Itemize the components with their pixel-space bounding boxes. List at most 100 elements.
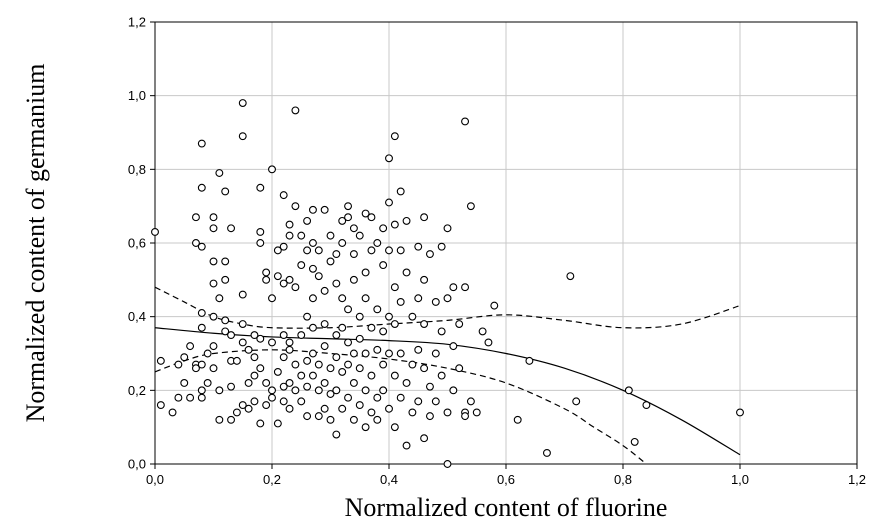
x-tick-label: 0,0	[146, 472, 164, 487]
data-point	[367, 323, 376, 332]
data-point	[355, 334, 364, 343]
data-point	[361, 386, 370, 395]
data-point	[256, 419, 265, 428]
data-point	[244, 345, 253, 354]
data-point	[525, 356, 534, 365]
data-point	[361, 423, 370, 432]
data-point	[303, 412, 312, 421]
tick-marks	[150, 21, 858, 469]
data-point	[197, 309, 206, 317]
data-point	[238, 401, 247, 410]
data-point	[180, 353, 189, 362]
data-point	[426, 412, 434, 421]
data-point	[402, 216, 411, 225]
data-point	[262, 275, 271, 284]
data-point	[320, 205, 329, 214]
x-tick-labels: 0,0 0,2 0,4 0,6 0,8 1,0 1,2	[146, 472, 866, 487]
data-point	[420, 320, 429, 328]
data-point	[379, 327, 388, 336]
data-point	[542, 449, 551, 457]
data-point	[513, 415, 522, 424]
data-point	[349, 224, 358, 233]
data-point	[431, 397, 440, 406]
data-point	[385, 312, 393, 321]
data-point	[326, 364, 335, 373]
y-tick-label: 1,2	[128, 15, 146, 30]
data-point	[420, 434, 429, 443]
data-point	[303, 216, 312, 225]
data-point	[174, 393, 183, 402]
data-point	[314, 412, 323, 421]
data-point	[437, 327, 446, 336]
data-point	[431, 349, 440, 358]
data-point	[291, 386, 300, 395]
data-point	[355, 312, 364, 321]
data-point	[221, 257, 230, 266]
data-point	[256, 239, 265, 247]
data-point	[186, 393, 195, 402]
data-point	[291, 360, 300, 369]
data-point	[466, 202, 475, 211]
data-point	[420, 275, 429, 284]
data-point	[420, 213, 429, 222]
data-point	[396, 187, 405, 196]
data-point	[197, 139, 206, 148]
y-tick-label: 0,6	[128, 236, 146, 251]
y-tick-label: 0,2	[128, 383, 146, 398]
data-point	[344, 393, 352, 402]
data-point	[285, 338, 294, 347]
data-point	[355, 364, 364, 373]
data-point	[168, 408, 177, 417]
data-point	[303, 382, 312, 391]
data-point	[227, 331, 236, 340]
data-point	[344, 202, 352, 211]
data-point	[338, 294, 347, 303]
regression-line	[154, 327, 741, 456]
data-point	[396, 349, 405, 358]
data-point	[309, 371, 317, 380]
data-point	[156, 401, 165, 410]
data-point	[332, 279, 341, 288]
data-point	[262, 379, 271, 387]
data-point	[472, 408, 481, 417]
data-point	[320, 320, 329, 328]
data-point	[215, 294, 224, 303]
data-point	[250, 353, 259, 362]
data-point	[367, 408, 376, 417]
data-point	[303, 246, 312, 255]
data-point	[373, 239, 382, 247]
data-point	[385, 349, 393, 358]
data-point	[414, 242, 423, 251]
data-point	[379, 224, 388, 233]
data-point	[349, 275, 358, 284]
data-point	[232, 408, 241, 417]
data-point	[490, 301, 499, 310]
data-point	[192, 239, 200, 247]
data-point	[174, 360, 183, 369]
data-point	[273, 419, 282, 428]
data-point	[192, 364, 200, 373]
data-point	[390, 132, 399, 141]
data-points	[151, 99, 744, 468]
data-point	[338, 367, 347, 376]
data-point	[238, 338, 247, 347]
data-point	[244, 379, 253, 387]
data-point	[414, 294, 423, 303]
data-point	[291, 106, 300, 115]
data-point	[197, 323, 206, 332]
y-axis-title: Normalized content of germanium	[21, 64, 50, 423]
data-point	[209, 213, 218, 222]
data-point	[326, 415, 335, 424]
data-point	[338, 404, 347, 413]
data-point	[268, 393, 276, 402]
data-point	[256, 228, 265, 236]
data-point	[461, 283, 469, 292]
data-point	[437, 371, 446, 380]
data-point	[385, 198, 393, 207]
data-point	[309, 264, 317, 273]
x-tick-label: 0,8	[614, 472, 632, 487]
data-point	[373, 345, 382, 354]
data-point	[355, 231, 364, 240]
data-point	[478, 327, 487, 336]
data-point	[221, 316, 230, 325]
